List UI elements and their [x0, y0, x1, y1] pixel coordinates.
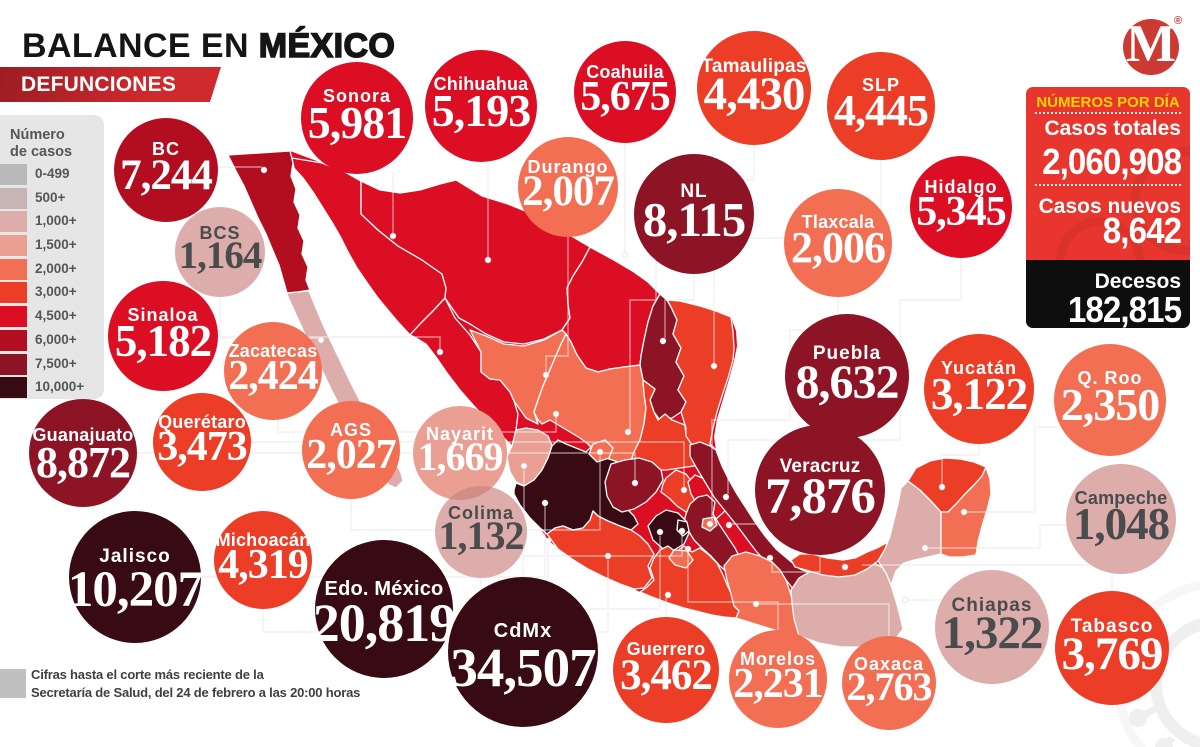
svg-text:Colima: Colima: [448, 503, 514, 523]
svg-text:Chiapas: Chiapas: [952, 595, 1033, 616]
svg-text:Oaxaca: Oaxaca: [854, 654, 924, 674]
svg-text:3,769: 3,769: [1062, 628, 1163, 680]
svg-text:2,424: 2,424: [228, 353, 319, 399]
svg-text:Hidalgo: Hidalgo: [925, 177, 998, 197]
svg-text:2,350: 2,350: [1061, 379, 1160, 430]
svg-text:2,763: 2,763: [847, 664, 932, 709]
svg-text:3,473: 3,473: [157, 424, 247, 470]
svg-text:34,507: 34,507: [450, 637, 596, 698]
svg-text:Tabasco: Tabasco: [1071, 616, 1154, 637]
svg-text:CdMx: CdMx: [494, 620, 552, 642]
svg-text:2,006: 2,006: [791, 223, 885, 272]
svg-text:4,445: 4,445: [834, 86, 928, 135]
svg-text:Guerrero: Guerrero: [627, 639, 706, 659]
svg-text:Q. Roo: Q. Roo: [1078, 368, 1143, 388]
svg-text:1,669: 1,669: [418, 434, 503, 479]
svg-text:5,182: 5,182: [115, 316, 211, 366]
svg-text:AGS: AGS: [330, 420, 372, 440]
svg-text:Yucatán: Yucatán: [941, 358, 1017, 378]
svg-text:5,981: 5,981: [308, 97, 407, 148]
svg-text:3,462: 3,462: [620, 652, 712, 699]
svg-text:8,632: 8,632: [796, 356, 899, 409]
svg-text:2,027: 2,027: [306, 432, 396, 478]
svg-text:Puebla: Puebla: [813, 343, 881, 364]
svg-text:20,819: 20,819: [313, 593, 456, 653]
svg-text:BC: BC: [152, 139, 180, 159]
svg-text:Morelos: Morelos: [740, 649, 816, 669]
svg-text:3,122: 3,122: [931, 369, 1027, 419]
svg-text:Guanajuato: Guanajuato: [32, 425, 133, 445]
svg-text:Sonora: Sonora: [323, 86, 391, 106]
svg-text:Veracruz: Veracruz: [780, 456, 861, 477]
svg-text:7,244: 7,244: [120, 152, 212, 199]
svg-text:Chihuahua: Chihuahua: [434, 74, 530, 94]
svg-text:Sinaloa: Sinaloa: [127, 305, 198, 325]
svg-text:2,007: 2,007: [522, 168, 614, 215]
svg-text:Coahuila: Coahuila: [586, 62, 664, 82]
svg-text:7,876: 7,876: [765, 469, 875, 525]
svg-text:Tlaxcala: Tlaxcala: [802, 212, 875, 232]
svg-text:8,872: 8,872: [36, 438, 130, 487]
svg-text:Michoacán: Michoacán: [216, 530, 311, 550]
svg-text:NL: NL: [680, 181, 707, 202]
svg-text:Durango: Durango: [528, 157, 609, 177]
svg-text:5,193: 5,193: [432, 85, 531, 136]
svg-text:BCS: BCS: [199, 223, 240, 243]
svg-text:1,322: 1,322: [942, 607, 1043, 659]
svg-text:Nayarit: Nayarit: [426, 424, 494, 444]
svg-text:4,319: 4,319: [218, 542, 308, 588]
svg-text:4,430: 4,430: [704, 68, 805, 120]
svg-text:2,231: 2,231: [733, 661, 823, 707]
svg-text:Jalisco: Jalisco: [99, 546, 170, 567]
svg-text:10,207: 10,207: [68, 562, 203, 618]
svg-text:1,164: 1,164: [179, 234, 262, 277]
svg-text:1,132: 1,132: [439, 513, 524, 558]
svg-text:1,048: 1,048: [1073, 499, 1169, 549]
svg-text:SLP: SLP: [862, 75, 900, 95]
svg-text:8,115: 8,115: [643, 192, 746, 247]
svg-text:Zacatecas: Zacatecas: [229, 341, 318, 361]
svg-text:5,345: 5,345: [916, 189, 1006, 235]
svg-text:Edo. México: Edo. México: [325, 578, 444, 600]
svg-text:Tamaulipas: Tamaulipas: [701, 56, 806, 77]
svg-text:5,675: 5,675: [580, 74, 670, 120]
svg-text:Campeche: Campeche: [1075, 488, 1168, 508]
svg-text:Querétaro: Querétaro: [158, 412, 246, 432]
